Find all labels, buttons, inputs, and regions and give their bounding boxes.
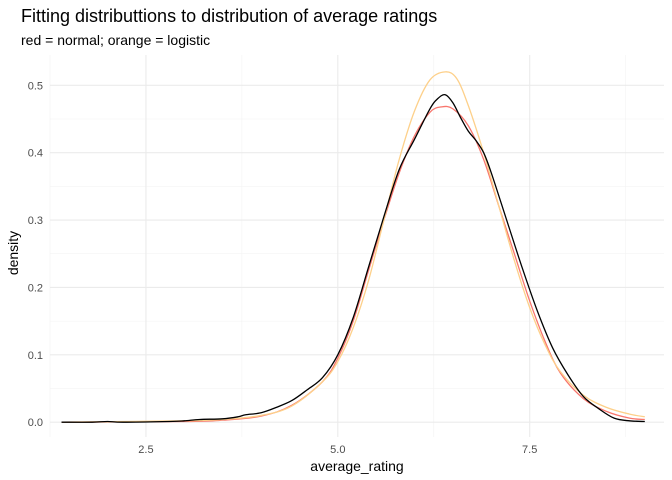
x-tick-label: 5.0 bbox=[330, 444, 345, 456]
x-tick-label: 7.5 bbox=[522, 444, 537, 456]
y-tick-label: 0.2 bbox=[28, 282, 43, 294]
chart-title: Fitting distributtions to distribution o… bbox=[21, 6, 437, 26]
y-tick-label: 0.1 bbox=[28, 350, 43, 362]
x-axis-title: average_rating bbox=[310, 458, 403, 474]
y-tick-label: 0.4 bbox=[28, 148, 43, 160]
observed-density-line bbox=[61, 93, 645, 423]
tick-labels: 2.5 5.0 7.5 0.0 0.1 0.2 0.3 0.4 0.5 bbox=[28, 80, 538, 456]
y-tick-label: 0.0 bbox=[28, 417, 43, 429]
chart-subtitle: red = normal; orange = logistic bbox=[21, 32, 210, 48]
y-axis-title: density bbox=[5, 231, 21, 275]
y-tick-label: 0.5 bbox=[28, 80, 43, 92]
grid bbox=[49, 55, 664, 437]
normal-fit-line bbox=[61, 105, 645, 423]
x-tick-label: 2.5 bbox=[138, 444, 153, 456]
logistic-fit-line bbox=[61, 71, 645, 423]
series-layer bbox=[61, 71, 645, 423]
y-tick-label: 0.3 bbox=[28, 215, 43, 227]
